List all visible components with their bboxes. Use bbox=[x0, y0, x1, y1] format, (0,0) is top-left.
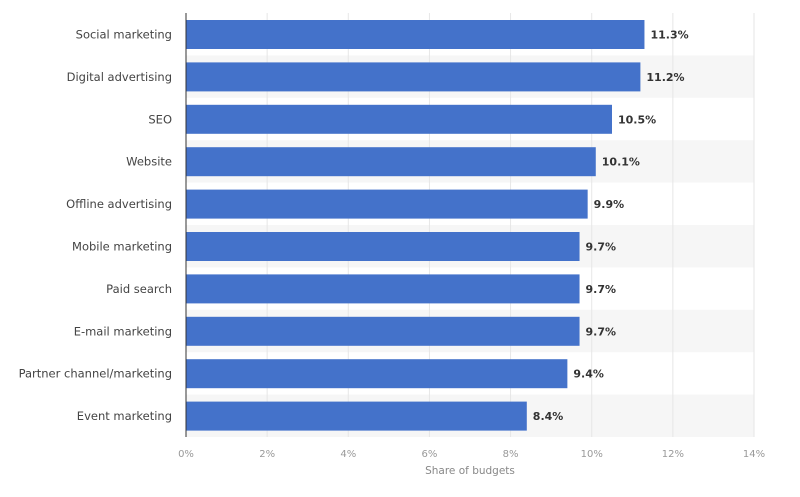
bar bbox=[186, 20, 645, 49]
category-label: Mobile marketing bbox=[72, 240, 172, 254]
value-label: 9.7% bbox=[586, 325, 617, 338]
category-label: Social marketing bbox=[76, 28, 172, 42]
category-label: Website bbox=[126, 155, 172, 169]
category-label: Event marketing bbox=[77, 409, 172, 423]
value-label: 9.7% bbox=[586, 241, 617, 254]
category-label: Offline advertising bbox=[66, 197, 172, 211]
x-tick-label: 4% bbox=[340, 449, 356, 460]
value-label: 9.7% bbox=[586, 283, 617, 296]
value-label: 9.9% bbox=[594, 198, 625, 211]
x-tick-label: 10% bbox=[581, 449, 603, 460]
category-label: Paid search bbox=[106, 282, 172, 296]
value-label: 9.4% bbox=[573, 368, 604, 381]
category-label: Partner channel/marketing bbox=[19, 367, 172, 381]
x-tick-label: 6% bbox=[421, 449, 437, 460]
value-label: 11.2% bbox=[646, 71, 684, 84]
bar bbox=[186, 147, 596, 177]
x-tick-label: 0% bbox=[178, 449, 194, 460]
x-axis-title: Share of budgets bbox=[425, 465, 515, 477]
category-label: E-mail marketing bbox=[74, 324, 172, 338]
x-tick-label: 12% bbox=[662, 449, 684, 460]
bar bbox=[186, 401, 527, 431]
bar bbox=[186, 232, 580, 261]
category-label: Digital advertising bbox=[67, 70, 172, 84]
bar bbox=[186, 104, 612, 134]
bar bbox=[186, 274, 580, 304]
x-tick-label: 2% bbox=[259, 449, 275, 460]
bar bbox=[186, 359, 568, 389]
category-label: SEO bbox=[148, 112, 172, 126]
bar bbox=[186, 62, 641, 92]
value-label: 10.1% bbox=[602, 156, 640, 169]
bar bbox=[186, 189, 588, 219]
x-tick-label: 8% bbox=[503, 449, 519, 460]
value-label: 8.4% bbox=[533, 410, 564, 423]
x-tick-label: 14% bbox=[743, 449, 765, 460]
value-label: 11.3% bbox=[650, 29, 688, 42]
value-label: 10.5% bbox=[618, 113, 656, 126]
bar bbox=[186, 316, 580, 346]
